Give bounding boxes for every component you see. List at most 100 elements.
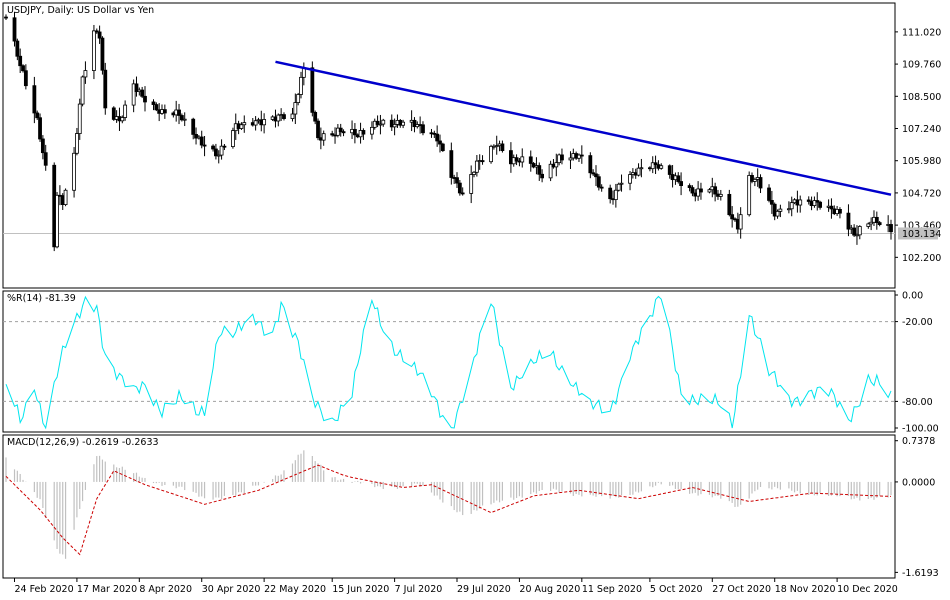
candle-body bbox=[540, 173, 545, 179]
candle-body bbox=[628, 174, 632, 184]
candle-body bbox=[216, 154, 221, 157]
candle-body bbox=[438, 140, 442, 145]
candlesticks bbox=[4, 11, 893, 252]
candle-body bbox=[676, 175, 681, 182]
candle-body bbox=[846, 212, 851, 230]
candle-body bbox=[222, 145, 227, 148]
x-tick-label: 5 Oct 2020 bbox=[650, 584, 703, 595]
price-tick-label: 111.020 bbox=[902, 27, 941, 38]
candle-body bbox=[460, 192, 465, 195]
candle-body bbox=[577, 154, 581, 159]
candle-body bbox=[199, 136, 204, 146]
candle-body bbox=[619, 182, 624, 185]
candle-body bbox=[219, 145, 224, 156]
candle-body bbox=[455, 177, 459, 184]
candle-body bbox=[4, 16, 8, 19]
candle-body bbox=[855, 234, 859, 237]
candle-body bbox=[449, 150, 454, 178]
candle-body bbox=[687, 185, 692, 188]
candle-body bbox=[55, 194, 59, 248]
current-price-label: 103.134 bbox=[902, 229, 941, 240]
candle-body bbox=[94, 30, 99, 33]
candle-body bbox=[469, 174, 474, 194]
candle-body bbox=[537, 165, 542, 175]
candle-body bbox=[140, 89, 145, 97]
price-tick-label: 105.980 bbox=[902, 156, 941, 167]
candle-body bbox=[341, 131, 346, 134]
candle-body bbox=[18, 55, 23, 67]
candle-body bbox=[659, 165, 664, 169]
candle-body bbox=[857, 226, 862, 236]
candle-body bbox=[874, 216, 879, 224]
candle-body bbox=[134, 83, 139, 93]
candle-body bbox=[789, 202, 794, 210]
macd-histogram bbox=[5, 450, 892, 559]
x-tick-label: 18 Nov 2020 bbox=[775, 584, 836, 595]
candle-body bbox=[316, 120, 320, 139]
candle-body bbox=[162, 109, 167, 114]
candle-body bbox=[591, 172, 596, 175]
candle-body bbox=[83, 70, 88, 78]
candle-body bbox=[588, 155, 593, 174]
x-tick-label: 11 Sep 2020 bbox=[582, 584, 642, 595]
candle-body bbox=[713, 186, 718, 195]
trendline bbox=[275, 60, 892, 196]
candle-body bbox=[812, 200, 817, 206]
candle-body bbox=[421, 124, 425, 134]
candle-body bbox=[718, 193, 723, 197]
candle-body bbox=[514, 157, 519, 162]
wpr-line bbox=[5, 295, 892, 430]
candle-body bbox=[608, 187, 613, 200]
pane-frame-3 bbox=[2, 434, 896, 579]
price-tick-label: 104.720 bbox=[902, 188, 941, 199]
candle-body bbox=[313, 111, 318, 122]
wpr-tick-label: -100.00 bbox=[902, 424, 939, 435]
candle-body bbox=[412, 119, 417, 128]
candle-body bbox=[509, 150, 513, 165]
wpr-tick-label: 0.00 bbox=[902, 290, 923, 301]
candle-body bbox=[767, 187, 771, 201]
candle-body bbox=[489, 145, 493, 163]
candle-body bbox=[77, 103, 82, 134]
candle-body bbox=[40, 138, 45, 154]
x-tick-label: 10 Dec 2020 bbox=[837, 584, 898, 595]
macd-tick-label: 0.7378 bbox=[902, 436, 935, 447]
candle-body bbox=[474, 160, 479, 173]
candle-body bbox=[23, 70, 28, 87]
candle-body bbox=[182, 118, 187, 121]
pane-frame-2 bbox=[2, 290, 896, 433]
candle-body bbox=[276, 114, 281, 122]
candle-body bbox=[97, 31, 102, 39]
candle-body bbox=[242, 122, 247, 126]
price-title: USDJPY, Daily: US Dollar vs Yen bbox=[7, 5, 154, 16]
candle-body bbox=[321, 133, 326, 141]
candle-body bbox=[401, 121, 406, 126]
candle-body bbox=[520, 156, 525, 163]
x-tick-label: 22 May 2020 bbox=[264, 584, 326, 595]
price-tick-label: 103.460 bbox=[902, 221, 941, 232]
candle-body bbox=[21, 65, 25, 72]
candle-body bbox=[111, 107, 116, 120]
x-tick-label: 17 Mar 2020 bbox=[77, 584, 137, 595]
wpr-title: %R(14) -81.39 bbox=[7, 293, 76, 304]
candle-body bbox=[653, 162, 658, 166]
candle-body bbox=[750, 175, 754, 182]
candle-body bbox=[866, 223, 871, 227]
candle-body bbox=[92, 30, 96, 71]
candle-body bbox=[616, 183, 621, 191]
candle-body bbox=[293, 102, 298, 115]
candle-body bbox=[435, 133, 440, 142]
candle-body bbox=[500, 143, 505, 151]
candle-body bbox=[191, 118, 196, 135]
candle-body bbox=[32, 85, 37, 114]
candle-body bbox=[211, 145, 215, 150]
price-tick-label: 102.200 bbox=[902, 253, 941, 264]
candle-body bbox=[194, 133, 198, 139]
candle-body bbox=[806, 199, 811, 202]
macd-pane: 0.7378 0.0000 -1.6193 MACD(12,26,9) -0.2619… bbox=[5, 436, 939, 579]
candle-body bbox=[769, 200, 774, 205]
macd-tick-label: -1.6193 bbox=[902, 568, 939, 579]
candle-body bbox=[747, 175, 752, 216]
candle-body bbox=[177, 109, 181, 116]
